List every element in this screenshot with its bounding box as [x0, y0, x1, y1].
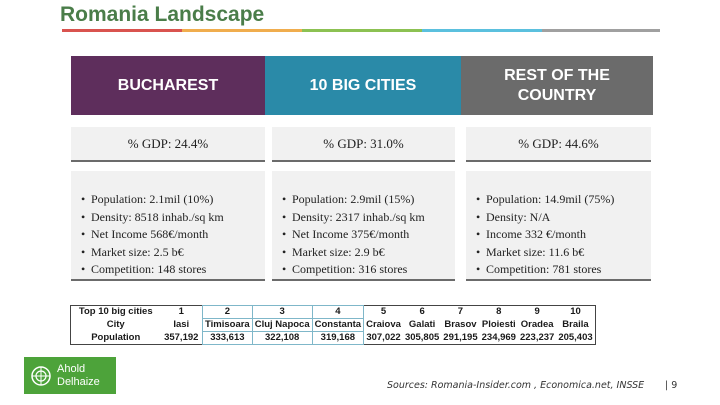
- ahold-delhaize-logo-icon: [31, 365, 51, 386]
- rest-of-country-stat-item: Competition: 781 stores: [476, 261, 651, 279]
- logo-line: Delhaize: [57, 375, 100, 388]
- rule-segment-blue: [422, 29, 542, 32]
- table-row-city: City Iasi Timisoara Cluj Napoca Constant…: [71, 318, 596, 332]
- big-cities-stats: Population: 2.9mil (15%) Density: 2317 i…: [272, 171, 455, 281]
- row-label: Population: [91, 331, 141, 343]
- rest-of-country-stat-item: Market size: 11.6 b€: [476, 244, 651, 262]
- rest-of-country-stats: Population: 14.9mil (75%) Density: N/A I…: [466, 171, 651, 281]
- rest-of-country-stat-item: Income 332 €/month: [476, 226, 651, 244]
- rest-of-country-stat-item: Population: 14.9mil (75%): [476, 191, 651, 209]
- table-cell: Galati: [408, 319, 436, 330]
- table-cell: 333,613: [202, 331, 253, 345]
- table-cell: Ploiesti: [481, 319, 516, 330]
- rest-of-country-header: REST OF THE COUNTRY: [461, 56, 653, 115]
- table-cell: 1: [178, 306, 184, 318]
- logo-wordmark: Ahold Delhaize: [57, 363, 100, 389]
- big-cities-stat-item: Market size: 2.9 b€: [282, 244, 455, 262]
- big-cities-stat-item: Population: 2.9mil (15%): [282, 191, 455, 209]
- table-cell: 4: [311, 305, 365, 319]
- bucharest-stat-item: Density: 8518 inhab./sq km: [81, 209, 265, 227]
- ahold-delhaize-logo: Ahold Delhaize: [24, 357, 116, 394]
- table-cell: 223,237: [519, 331, 555, 343]
- big-cities-gdp: % GDP: 31.0%: [272, 127, 455, 162]
- rule-segment-red: [62, 29, 182, 32]
- sources-footnote: Sources: Romania-Insider.com , Economica…: [387, 380, 645, 391]
- rest-of-country-stat-item: Density: N/A: [476, 209, 651, 227]
- table-cell: Constanta: [311, 318, 365, 332]
- rule-segment-gray: [542, 29, 660, 32]
- table-cell: 234,969: [481, 331, 516, 343]
- table-cell: 3: [251, 305, 313, 319]
- table-cell: Oradea: [520, 319, 554, 330]
- table-cell: 8: [496, 306, 502, 318]
- table-cell: 319,168: [311, 331, 365, 345]
- table-cell: 9: [534, 306, 540, 318]
- bucharest-stats: Population: 2.1mil (10%) Density: 8518 i…: [71, 171, 265, 281]
- table-cell: Cluj Napoca: [251, 318, 313, 332]
- table-cell: Braila: [562, 319, 589, 330]
- row-label: City: [106, 319, 125, 330]
- table-cell: 205,403: [558, 331, 593, 343]
- table-cell: 357,192: [164, 331, 199, 343]
- table-cell: 5: [380, 306, 387, 318]
- bucharest-gdp: % GDP: 24.4%: [71, 127, 265, 162]
- table-cell: 2: [202, 305, 253, 319]
- table-row-population: Population 357,192 333,613 322,108 319,1…: [71, 331, 596, 345]
- title-underline: [62, 29, 660, 32]
- page-title: Romania Landscape: [60, 3, 265, 26]
- row-label: Top 10 big cities: [78, 306, 153, 318]
- bucharest-header: BUCHAREST: [71, 56, 265, 115]
- table-cell: 307,022: [366, 331, 401, 343]
- top-cities-table: Top 10 big cities 1 2 3 4 5 6 7 8 9 10 C…: [70, 305, 596, 345]
- table-cell: Brasov: [444, 319, 477, 330]
- big-cities-stat-item: Net Income 375€/month: [282, 226, 455, 244]
- table-cell: 305,805: [404, 331, 440, 343]
- bucharest-stat-item: Market size: 2.5 b€: [81, 244, 265, 262]
- bucharest-stat-item: Net Income 568€/month: [81, 226, 265, 244]
- table-cell: 7: [457, 306, 464, 318]
- table-cell: 10: [570, 306, 581, 318]
- logo-line: Ahold: [57, 362, 86, 375]
- bucharest-stat-item: Population: 2.1mil (10%): [81, 191, 265, 209]
- table-cell: Timisoara: [202, 318, 253, 332]
- rule-segment-orange: [182, 29, 302, 32]
- big-cities-stat-item: Competition: 316 stores: [282, 261, 455, 279]
- table-cell: Iasi: [173, 319, 190, 330]
- table-cell: 291,195: [443, 331, 478, 343]
- bucharest-stat-item: Competition: 148 stores: [81, 261, 265, 279]
- rule-segment-green: [302, 29, 422, 32]
- table-cell: 322,108: [251, 331, 313, 345]
- big-cities-header: 10 BIG CITIES: [265, 56, 461, 115]
- table-cell: Craiova: [366, 319, 401, 330]
- table-row-rank: Top 10 big cities 1 2 3 4 5 6 7 8 9 10: [71, 305, 596, 319]
- rest-of-country-gdp: % GDP: 44.6%: [466, 127, 651, 162]
- big-cities-stat-item: Density: 2317 inhab./sq km: [282, 209, 455, 227]
- table-cell: 6: [419, 306, 425, 318]
- page-number: | 9: [665, 380, 678, 391]
